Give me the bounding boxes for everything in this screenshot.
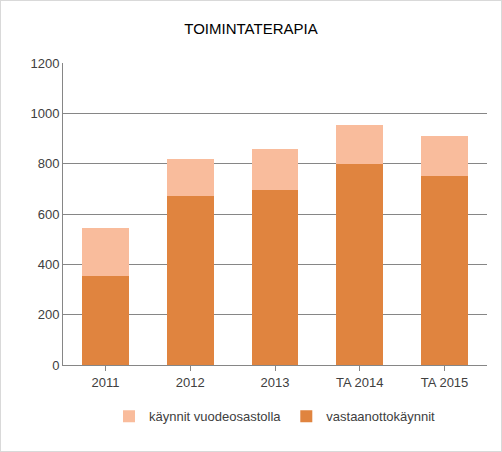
svg-text:TOIMINTATERAPIA: TOIMINTATERAPIA [184,20,317,37]
svg-text:2012: 2012 [176,375,205,390]
svg-text:käynnit vuodeosastolla: käynnit vuodeosastolla [149,409,281,424]
svg-text:2013: 2013 [261,375,290,390]
svg-text:TA 2015: TA 2015 [421,375,468,390]
svg-text:1000: 1000 [30,106,59,121]
svg-text:600: 600 [38,207,60,222]
svg-text:800: 800 [38,156,60,171]
svg-text:vastaanottokäynnit: vastaanottokäynnit [326,409,435,424]
svg-text:1200: 1200 [30,56,59,71]
svg-text:2011: 2011 [91,375,119,390]
svg-text:200: 200 [38,307,60,322]
svg-text:0: 0 [52,358,59,373]
svg-text:400: 400 [38,257,60,272]
svg-text:TA 2014: TA 2014 [336,375,383,390]
